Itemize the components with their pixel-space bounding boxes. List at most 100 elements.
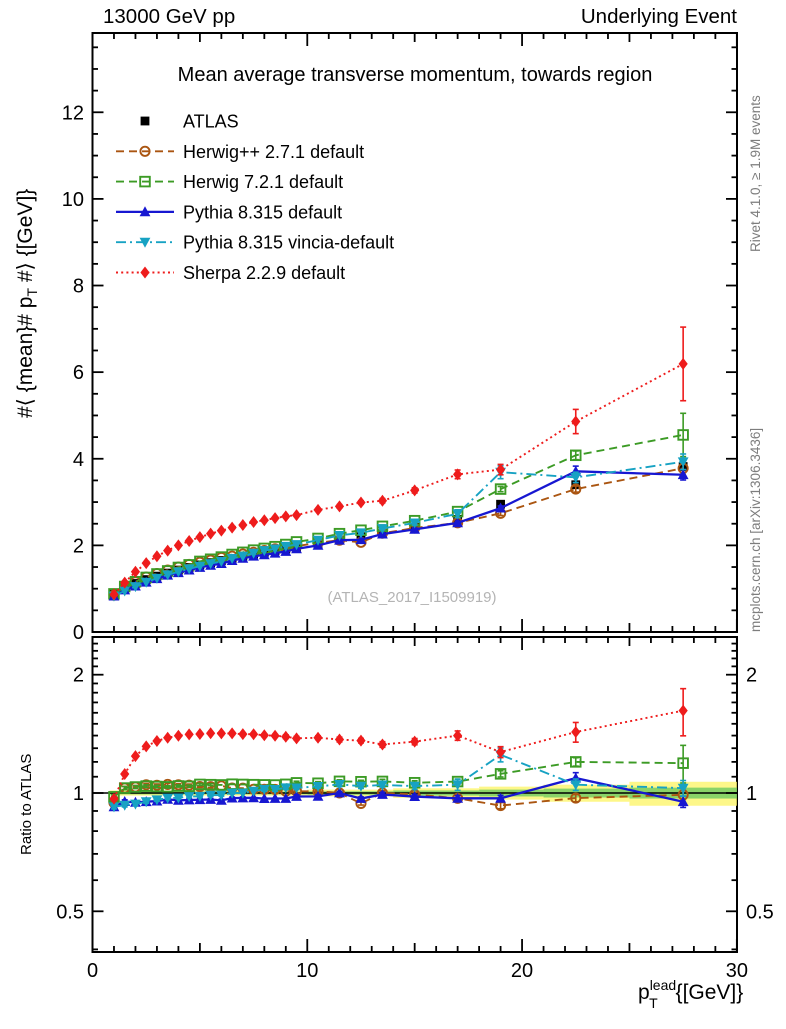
vincia-marker (215, 557, 227, 568)
ratio-tick-label-right: 2 (746, 665, 757, 687)
sherpa-marker (173, 539, 184, 552)
herwig7-marker (194, 778, 206, 791)
vincia-marker (194, 791, 206, 802)
vincia-marker (269, 544, 281, 555)
sherpa-marker (377, 738, 388, 751)
sherpa-marker (410, 735, 420, 748)
vincia-marker (119, 586, 131, 597)
vincia-marker (409, 781, 421, 792)
vincia-marker (334, 531, 345, 542)
legend-atlas-marker (140, 116, 150, 126)
vincia-marker (248, 548, 259, 559)
vincia-marker (355, 528, 367, 539)
herwig7-marker (129, 781, 142, 793)
vincia-marker (280, 541, 292, 552)
x-label-suffix: {[GeV]} (670, 981, 744, 1004)
sherpa-marker (248, 515, 259, 528)
pythia-marker (409, 523, 421, 534)
sherpa-marker (270, 729, 280, 742)
legend-item-herwig7: Herwig 7.2.1 default (116, 172, 343, 192)
legend-item-sherpa: Sherpa 2.2.9 default (116, 263, 345, 283)
vincia-marker (291, 783, 302, 794)
vincia-marker (291, 540, 302, 551)
mcplots-reference-note: mcplots.cern.ch [arXiv:1306.3436] (748, 428, 763, 632)
pythia-marker (291, 790, 302, 801)
sherpa-marker (453, 729, 463, 742)
sherpa-marker (495, 463, 506, 476)
vincia-marker (162, 793, 174, 804)
vincia-marker (151, 573, 163, 584)
sherpa-line (113, 363, 684, 595)
vincia-marker (312, 535, 324, 546)
herwig7-marker (118, 782, 131, 794)
legend-item-vincia: Pythia 8.315 vincia-default (116, 233, 394, 253)
pythia-marker (258, 793, 270, 804)
vincia-marker (226, 553, 238, 564)
sherpa-marker (216, 727, 226, 740)
beam-energy-label: 13000 GeV pp (103, 5, 235, 28)
sherpa-marker (678, 704, 688, 717)
vincia-marker (173, 567, 184, 578)
vincia-marker (140, 797, 152, 808)
vincia-marker (377, 780, 388, 791)
sherpa-marker (206, 727, 216, 740)
vincia-marker (409, 518, 421, 529)
x-axis-label: plead T {[GeV]} (638, 977, 743, 1011)
legend-sherpa-marker (140, 266, 150, 279)
sherpa-marker (206, 527, 216, 540)
sherpa-marker (259, 729, 269, 742)
legend-herwigpp-label: Herwig++ 2.7.1 default (183, 142, 364, 162)
x-label-base: p (638, 981, 650, 1004)
herwig7-marker (215, 779, 228, 791)
vincia-marker (269, 785, 281, 796)
sherpa-marker (270, 512, 280, 525)
sherpa-marker (453, 468, 463, 481)
sherpa-marker (216, 524, 226, 537)
sherpa-marker (313, 503, 323, 516)
pythia-marker (334, 787, 345, 798)
herwig7-marker (151, 780, 163, 793)
sherpa-marker (120, 576, 130, 589)
vincia-line (113, 460, 684, 597)
pythia-marker (570, 772, 582, 783)
legend-pythia-label: Pythia 8.315 default (183, 202, 342, 222)
legend-vincia-label: Pythia 8.315 vincia-default (183, 233, 394, 253)
vincia-marker (377, 524, 388, 535)
vincia-marker (183, 564, 195, 575)
sherpa-marker (571, 415, 581, 428)
y-main-tick-label: 6 (73, 362, 84, 384)
herwigpp-marker (570, 483, 582, 495)
sherpa-marker (334, 733, 345, 746)
pythia-marker (248, 792, 259, 803)
vincia-marker (108, 802, 120, 813)
herwig7-marker (570, 756, 582, 768)
vincia-marker (258, 784, 270, 795)
sherpa-marker (141, 740, 151, 753)
herwig7-line (113, 760, 684, 798)
vincia-marker (677, 783, 689, 794)
legend-item-atlas: ATLAS (140, 112, 239, 132)
herwig7-marker (570, 449, 582, 462)
vincia-marker (248, 786, 259, 797)
legend-herwig7-marker (139, 175, 151, 188)
vincia-marker (570, 780, 582, 791)
y-axis-label-main: #⟨ {mean}# pT #⟩ {[GeV]} (14, 189, 40, 418)
vincia-marker (280, 783, 292, 794)
y-axis-label-ratio: Ratio to ATLAS (18, 754, 35, 855)
legend-sherpa-label: Sherpa 2.2.9 default (183, 263, 345, 283)
x-tick-label: 20 (511, 960, 533, 982)
pythia-marker (269, 792, 281, 803)
sherpa-marker (238, 728, 248, 741)
x-tick-label: 0 (87, 960, 98, 982)
sherpa-marker (410, 484, 420, 497)
vincia-marker (452, 780, 464, 791)
sherpa-marker (227, 521, 237, 534)
herwig7-marker (677, 757, 689, 769)
y-main-tick-label: 8 (73, 276, 84, 298)
vincia-marker (183, 792, 195, 803)
ratio-tick-label-left: 0.5 (56, 901, 84, 923)
sherpa-marker (281, 510, 291, 523)
y-label-prefix: #⟨ {mean}# p (14, 297, 37, 418)
x-tick-label: 10 (296, 960, 318, 982)
herwig7-marker (172, 780, 185, 792)
